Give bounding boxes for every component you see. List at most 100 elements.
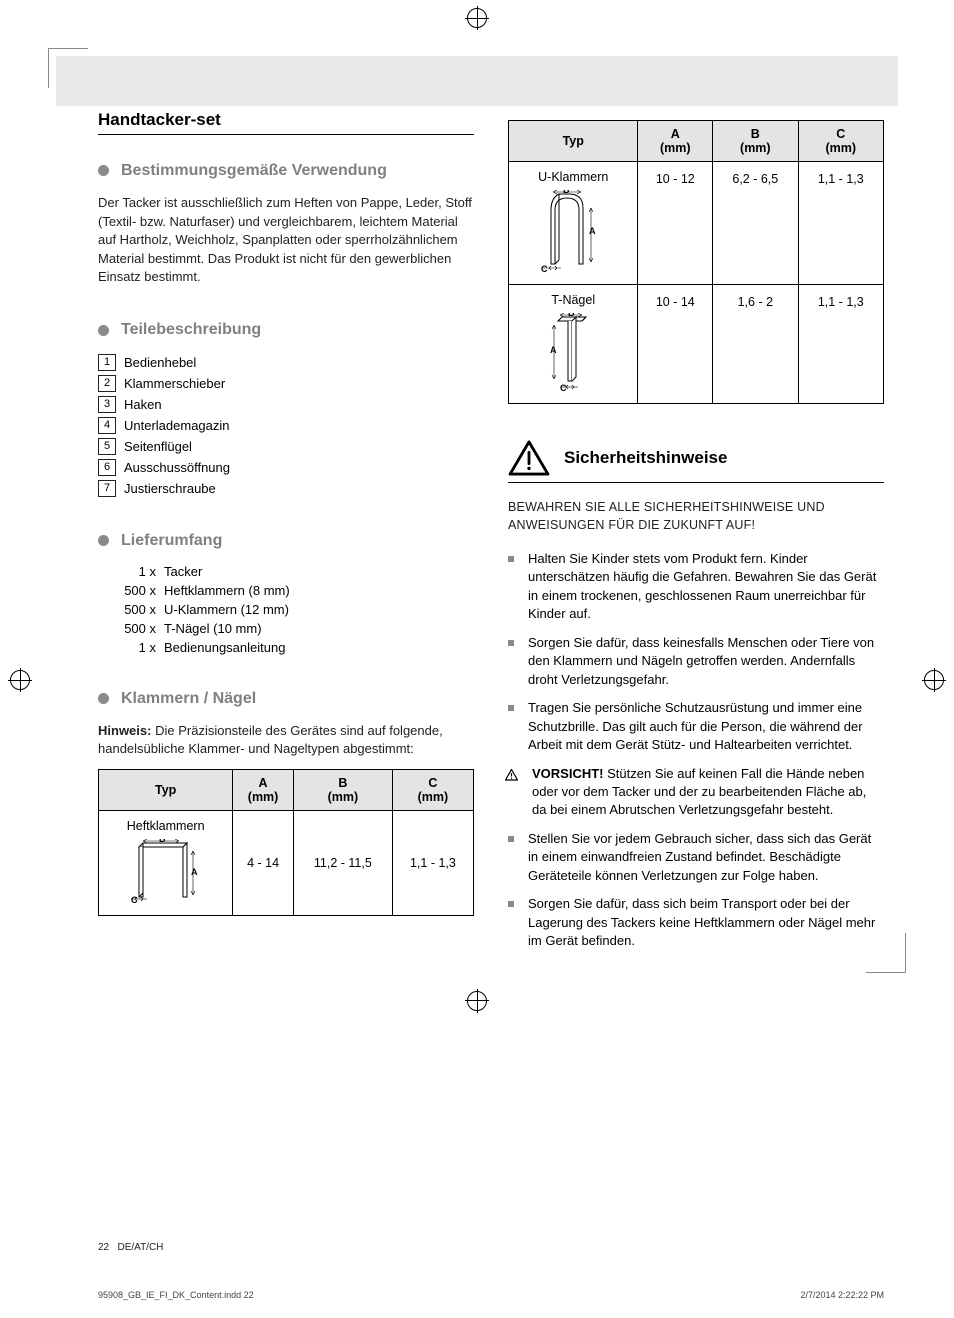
cell-c: 1,1 - 1,3 — [392, 810, 473, 915]
safety-heading: Sicherheitshinweise — [564, 448, 727, 468]
cell-b: 11,2 - 11,5 — [293, 810, 392, 915]
section-heading: Bestimmungsgemäße Verwendung — [121, 161, 387, 180]
safety-text: VORSICHT! Stützen Sie auf keinen Fall di… — [532, 765, 884, 820]
svg-text:A: A — [550, 345, 557, 355]
table-row: Heftklammern B — [99, 810, 474, 915]
part-label: Haken — [124, 397, 162, 412]
staple-diagram-t: B A C — [515, 313, 631, 393]
item-label: Heftklammern (8 mm) — [164, 583, 290, 598]
svg-text:A: A — [589, 226, 596, 236]
warning-icon — [508, 440, 550, 476]
square-bullet-icon — [508, 556, 514, 562]
cell-a: 10 - 12 — [638, 162, 713, 285]
delivery-list: 1 x Tacker 500 x Heftklammern (8 mm) 500 x… — [98, 564, 474, 655]
timestamp: 2/7/2014 2:22:22 PM — [800, 1290, 884, 1300]
square-bullet-icon — [508, 705, 514, 711]
table-row: U-Klammern B A — [509, 162, 884, 285]
file-name: 95908_GB_IE_FI_DK_Content.indd 22 — [98, 1290, 254, 1300]
part-number: 2 — [98, 375, 116, 392]
type-name: U-Klammern — [538, 170, 608, 184]
qty: 1 x — [98, 640, 156, 655]
item-label: T-Nägel (10 mm) — [164, 621, 262, 636]
svg-text:C: C — [560, 383, 567, 393]
note-label: Hinweis: — [98, 723, 151, 738]
section-staples: Klammern / Nägel — [98, 689, 474, 708]
svg-text:C: C — [131, 895, 138, 905]
cell-c: 1,1 - 1,3 — [798, 285, 883, 404]
item-label: Tacker — [164, 564, 202, 579]
bullet-icon — [98, 325, 109, 336]
svg-text:B: B — [159, 839, 166, 844]
list-item: 4Unterlademagazin — [98, 417, 474, 434]
list-item: 500 x Heftklammern (8 mm) — [98, 583, 474, 598]
spec-table-right: Typ A(mm) B(mm) C(mm) U-Klammern — [508, 120, 884, 404]
list-item: 1 x Tacker — [98, 564, 474, 579]
bullet-icon — [98, 165, 109, 176]
cell-a: 4 - 14 — [233, 810, 294, 915]
parts-list: 1Bedienhebel 2 Klammerschieber 3 Haken 4Un… — [98, 354, 474, 497]
part-number: 6 — [98, 459, 116, 476]
list-item: 500 xU-Klammern (12 mm) — [98, 602, 474, 617]
list-item: 1Bedienhebel — [98, 354, 474, 371]
list-item: 2 Klammerschieber — [98, 375, 474, 392]
cell-b: 1,6 - 2 — [713, 285, 798, 404]
section-delivery: Lieferumfang — [98, 531, 474, 550]
locale: DE/AT/CH — [117, 1242, 163, 1253]
list-item: Halten Sie Kinder stets vom Produkt fern… — [508, 550, 884, 624]
part-label: Seitenflügel — [124, 439, 192, 454]
staple-diagram-u: B A C — [515, 190, 631, 274]
part-label: Unterlademagazin — [124, 418, 230, 433]
list-item: VORSICHT! Stützen Sie auf keinen Fall di… — [508, 765, 884, 820]
left-column: Handtacker-set Bestimmungsgemäße Verwend… — [98, 110, 474, 961]
list-item: 7Justierschraube — [98, 480, 474, 497]
list-item: 500 xT-Nägel (10 mm) — [98, 621, 474, 636]
item-label: Bedienungsanleitung — [164, 640, 285, 655]
part-number: 3 — [98, 396, 116, 413]
list-item: 5 Seitenflügel — [98, 438, 474, 455]
page-number: 22 DE/AT/CH — [98, 1242, 884, 1253]
square-bullet-icon — [508, 640, 514, 646]
qty: 500 x — [98, 583, 156, 598]
right-column: Typ A(mm) B(mm) C(mm) U-Klammern — [508, 110, 884, 961]
section-intended-use: Bestimmungsgemäße Verwendung — [98, 161, 474, 180]
svg-text:A: A — [191, 867, 198, 877]
part-label: Klammerschieber — [124, 376, 225, 391]
page-title: Handtacker-set — [98, 110, 474, 135]
th-typ: Typ — [99, 769, 233, 810]
section-heading: Lieferumfang — [121, 531, 222, 550]
page-num: 22 — [98, 1242, 109, 1253]
part-label: Bedienhebel — [124, 355, 196, 370]
safety-text: Stellen Sie vor jedem Gebrauch sicher, d… — [528, 830, 884, 885]
square-bullet-icon — [508, 836, 514, 842]
safety-text: Tragen Sie persönliche Schutzausrüstung … — [528, 699, 884, 754]
section-heading: Teilebeschreibung — [121, 320, 261, 339]
th-b: B(mm) — [713, 121, 798, 162]
part-label: Justierschraube — [124, 481, 216, 496]
list-item: Tragen Sie persönliche Schutzausrüstung … — [508, 699, 884, 754]
safety-header: Sicherheitshinweise — [508, 440, 884, 483]
list-item: 6 Ausschussöffnung — [98, 459, 474, 476]
table-row: T-Nägel B — [509, 285, 884, 404]
qty: 500 x — [98, 602, 156, 617]
footer-meta: 95908_GB_IE_FI_DK_Content.indd 22 2/7/20… — [98, 1290, 884, 1300]
safety-text: Halten Sie Kinder stets vom Produkt fern… — [528, 550, 884, 624]
cell-b: 6,2 - 6,5 — [713, 162, 798, 285]
list-item: 1 x Bedienungsanleitung — [98, 640, 474, 655]
part-number: 5 — [98, 438, 116, 455]
safety-text: Sorgen Sie dafür, dass sich beim Transpo… — [528, 895, 884, 950]
section-heading: Klammern / Nägel — [121, 689, 256, 708]
part-label: Ausschussöffnung — [124, 460, 230, 475]
qty: 1 x — [98, 564, 156, 579]
type-name: Heftklammern — [127, 819, 205, 833]
section-parts: Teilebeschreibung — [98, 320, 474, 339]
th-b: B(mm) — [293, 769, 392, 810]
th-typ: Typ — [509, 121, 638, 162]
cell-c: 1,1 - 1,3 — [798, 162, 883, 285]
list-item: 3 Haken — [98, 396, 474, 413]
svg-text:B: B — [563, 190, 570, 195]
staples-note: Hinweis: Die Präzisionsteile des Gerätes… — [98, 722, 474, 759]
list-item: Stellen Sie vor jedem Gebrauch sicher, d… — [508, 830, 884, 885]
svg-text:C: C — [541, 264, 548, 274]
type-cell: Heftklammern B — [99, 810, 233, 915]
spec-table-left: Typ A(mm) B(mm) C(mm) Heftklammern — [98, 769, 474, 916]
